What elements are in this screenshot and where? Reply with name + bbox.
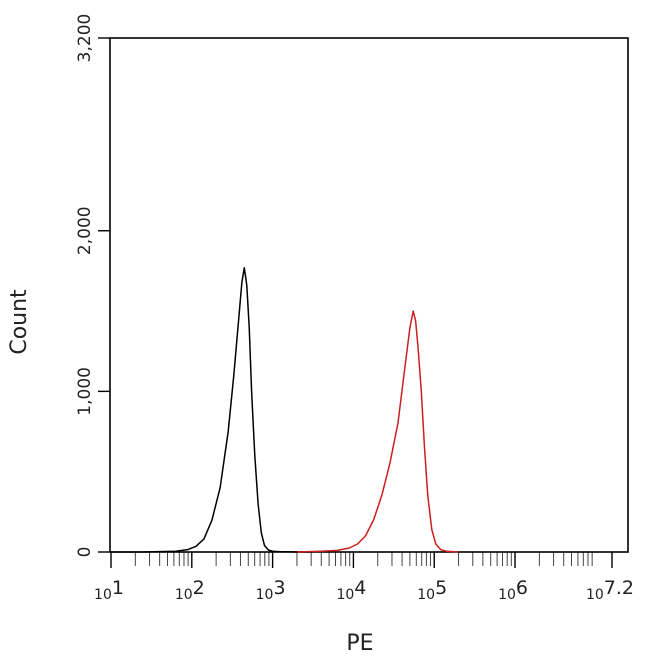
x-tick-label: 106 <box>498 577 528 603</box>
x-tick-label: 107.2 <box>586 577 634 603</box>
x-tick-label: 105 <box>417 577 447 603</box>
y-tick-label: 1,000 <box>75 367 95 416</box>
x-tick-label: 101 <box>94 577 124 603</box>
series-layer <box>111 266 459 553</box>
plot-frame <box>109 37 629 553</box>
y-tick-label: 0 <box>75 547 95 558</box>
x-minor-ticks <box>134 552 593 566</box>
x-tick-label: 103 <box>256 577 286 603</box>
y-axis-label: Count <box>7 289 32 355</box>
series-line-2 <box>296 310 459 553</box>
x-tick-label: 102 <box>175 577 205 603</box>
series-line-1 <box>111 266 313 553</box>
x-axis-label: PE <box>346 631 373 656</box>
x-tick-labels: 101 102 103 104 105 106 107.2 <box>94 577 634 603</box>
y-tick-labels: 0 1,000 2,000 3,200 <box>75 14 95 558</box>
axis-ticks <box>98 37 613 568</box>
x-tick-label: 104 <box>336 577 366 603</box>
y-tick-label: 2,000 <box>75 206 95 255</box>
y-tick-label: 3,200 <box>75 14 95 63</box>
